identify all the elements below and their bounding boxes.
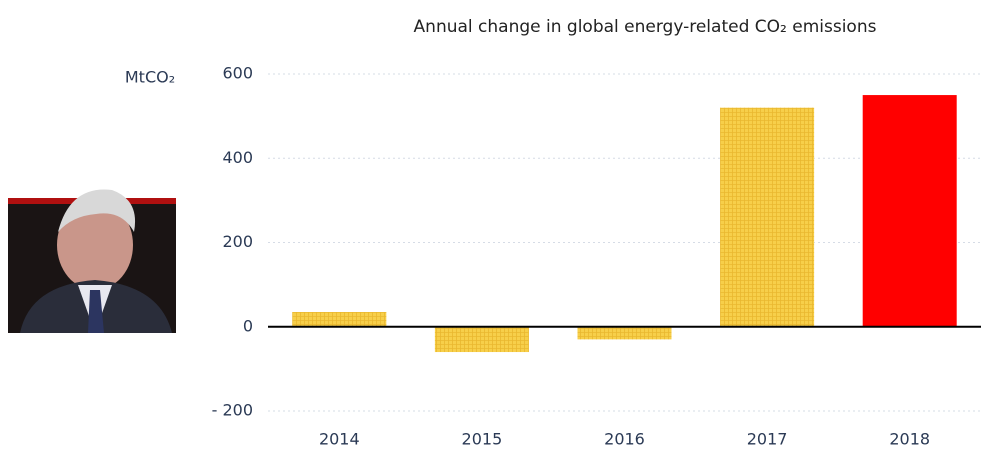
x-tick-label: 2017 [747, 430, 788, 449]
y-axis-label: MtCO₂ [125, 68, 175, 87]
chart: Annual change in global energy-related C… [0, 0, 981, 450]
y-tick-label: 600 [222, 64, 253, 83]
bar [863, 95, 957, 327]
bar-texture [292, 312, 386, 327]
bar-texture [578, 327, 672, 340]
speaker-photo [8, 190, 176, 333]
x-tick-label: 2015 [462, 430, 503, 449]
bar-texture [720, 108, 814, 327]
x-tick-label: 2016 [604, 430, 645, 449]
y-tick-label: 400 [222, 148, 253, 167]
bar-texture [435, 327, 529, 352]
x-tick-label: 2018 [889, 430, 930, 449]
chart-title: Annual change in global energy-related C… [414, 17, 877, 37]
x-tick-label: 2014 [319, 430, 360, 449]
y-tick-label: 0 [243, 316, 253, 335]
y-tick-label: 200 [222, 232, 253, 251]
y-tick-label: - 200 [212, 401, 253, 420]
